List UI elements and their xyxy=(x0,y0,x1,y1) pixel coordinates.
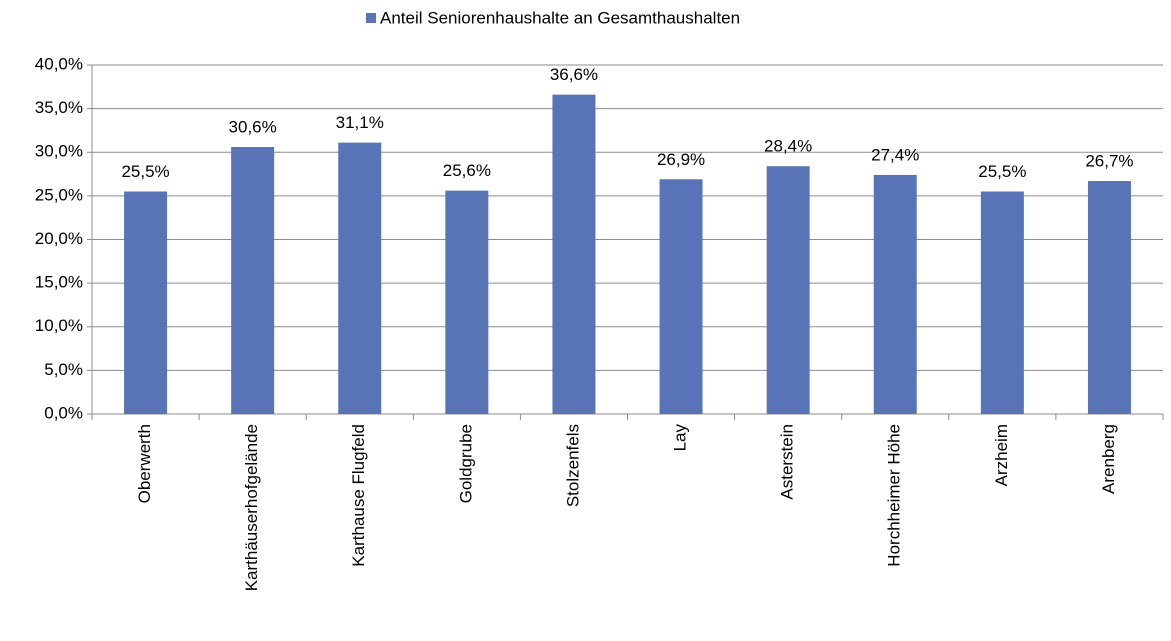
bar xyxy=(338,142,382,414)
value-label: 25,5% xyxy=(978,162,1026,181)
value-label: 26,7% xyxy=(1085,152,1133,171)
y-tick-label: 35,0% xyxy=(35,98,83,117)
y-tick-label: 15,0% xyxy=(35,273,83,292)
y-tick-label: 40,0% xyxy=(35,54,83,73)
y-tick-label: 5,0% xyxy=(44,360,83,379)
bar xyxy=(552,94,596,414)
x-tick-label: Asterstein xyxy=(778,424,797,500)
bar xyxy=(873,174,917,414)
value-label: 25,6% xyxy=(443,161,491,180)
y-tick-label: 30,0% xyxy=(35,142,83,161)
x-tick-label: Karthäuserhofgelände xyxy=(242,424,261,591)
value-label: 26,9% xyxy=(657,150,705,169)
x-tick-label: Arzheim xyxy=(992,424,1011,486)
x-tick-label: Horchheimer Höhe xyxy=(885,424,904,567)
bar xyxy=(980,191,1024,414)
x-tick-label: Oberwerth xyxy=(135,424,154,503)
value-label: 36,6% xyxy=(550,65,598,84)
value-label: 27,4% xyxy=(871,145,919,164)
x-tick-label: Lay xyxy=(671,424,690,452)
bar xyxy=(659,179,703,414)
y-tick-label: 25,0% xyxy=(35,185,83,204)
value-label: 31,1% xyxy=(336,113,384,132)
y-tick-label: 10,0% xyxy=(35,316,83,335)
y-tick-label: 0,0% xyxy=(44,403,83,422)
legend-swatch xyxy=(366,13,376,23)
value-label: 28,4% xyxy=(764,137,812,156)
bar xyxy=(445,190,489,414)
value-label: 30,6% xyxy=(229,117,277,136)
x-tick-label: Karthause Flugfeld xyxy=(349,424,368,567)
x-tick-label: Goldgrube xyxy=(456,424,475,503)
bar xyxy=(231,147,275,414)
bar xyxy=(124,191,168,414)
legend-label: Anteil Seniorenhaushalte an Gesamthausha… xyxy=(380,8,740,27)
x-tick-label: Stolzenfels xyxy=(563,424,582,507)
y-tick-label: 20,0% xyxy=(35,229,83,248)
x-tick-label: Arenberg xyxy=(1099,424,1118,494)
bar xyxy=(1087,181,1131,414)
bar xyxy=(766,166,810,414)
value-label: 25,5% xyxy=(121,162,169,181)
